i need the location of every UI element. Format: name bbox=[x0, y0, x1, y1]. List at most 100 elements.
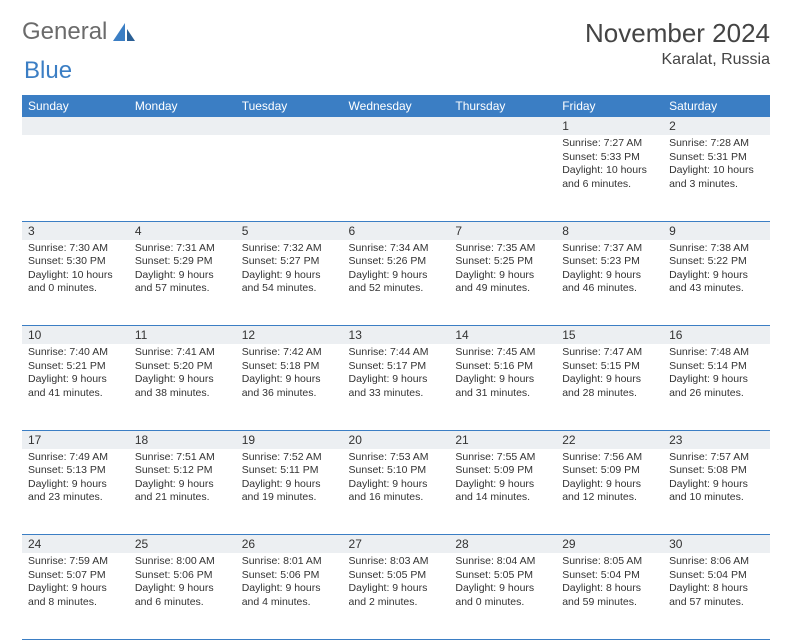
week-daynum-row: 12 bbox=[22, 117, 770, 135]
day-info: Sunrise: 7:27 AMSunset: 5:33 PMDaylight:… bbox=[556, 135, 663, 196]
day-info: Sunrise: 7:48 AMSunset: 5:14 PMDaylight:… bbox=[663, 344, 770, 405]
logo: General bbox=[22, 18, 137, 46]
day-header: Friday bbox=[556, 95, 663, 117]
calendar-table: SundayMondayTuesdayWednesdayThursdayFrid… bbox=[22, 95, 770, 640]
day-cell: Sunrise: 7:34 AMSunset: 5:26 PMDaylight:… bbox=[343, 240, 450, 326]
day-info: Sunrise: 7:32 AMSunset: 5:27 PMDaylight:… bbox=[236, 240, 343, 301]
day-header: Wednesday bbox=[343, 95, 450, 117]
day-info: Sunrise: 8:06 AMSunset: 5:04 PMDaylight:… bbox=[663, 553, 770, 614]
week-info-row: Sunrise: 7:30 AMSunset: 5:30 PMDaylight:… bbox=[22, 240, 770, 326]
day-number: 14 bbox=[449, 326, 556, 345]
day-number bbox=[343, 117, 450, 135]
day-cell: Sunrise: 7:48 AMSunset: 5:14 PMDaylight:… bbox=[663, 344, 770, 430]
day-cell: Sunrise: 7:30 AMSunset: 5:30 PMDaylight:… bbox=[22, 240, 129, 326]
day-number: 17 bbox=[22, 430, 129, 449]
day-info: Sunrise: 7:55 AMSunset: 5:09 PMDaylight:… bbox=[449, 449, 556, 510]
day-cell: Sunrise: 7:31 AMSunset: 5:29 PMDaylight:… bbox=[129, 240, 236, 326]
day-header: Monday bbox=[129, 95, 236, 117]
day-cell: Sunrise: 7:37 AMSunset: 5:23 PMDaylight:… bbox=[556, 240, 663, 326]
day-info: Sunrise: 7:45 AMSunset: 5:16 PMDaylight:… bbox=[449, 344, 556, 405]
day-cell: Sunrise: 7:28 AMSunset: 5:31 PMDaylight:… bbox=[663, 135, 770, 221]
day-cell: Sunrise: 7:47 AMSunset: 5:15 PMDaylight:… bbox=[556, 344, 663, 430]
day-cell: Sunrise: 7:59 AMSunset: 5:07 PMDaylight:… bbox=[22, 553, 129, 639]
day-number: 4 bbox=[129, 221, 236, 240]
day-header-row: SundayMondayTuesdayWednesdayThursdayFrid… bbox=[22, 95, 770, 117]
logo-text-2: Blue bbox=[24, 57, 72, 84]
day-info: Sunrise: 7:28 AMSunset: 5:31 PMDaylight:… bbox=[663, 135, 770, 196]
day-info: Sunrise: 7:42 AMSunset: 5:18 PMDaylight:… bbox=[236, 344, 343, 405]
day-number: 11 bbox=[129, 326, 236, 345]
week-info-row: Sunrise: 7:27 AMSunset: 5:33 PMDaylight:… bbox=[22, 135, 770, 221]
day-cell: Sunrise: 7:56 AMSunset: 5:09 PMDaylight:… bbox=[556, 449, 663, 535]
day-cell: Sunrise: 7:53 AMSunset: 5:10 PMDaylight:… bbox=[343, 449, 450, 535]
day-number: 27 bbox=[343, 535, 450, 554]
day-cell bbox=[449, 135, 556, 221]
week-info-row: Sunrise: 7:59 AMSunset: 5:07 PMDaylight:… bbox=[22, 553, 770, 639]
week-info-row: Sunrise: 7:40 AMSunset: 5:21 PMDaylight:… bbox=[22, 344, 770, 430]
day-info: Sunrise: 7:56 AMSunset: 5:09 PMDaylight:… bbox=[556, 449, 663, 510]
day-cell: Sunrise: 7:35 AMSunset: 5:25 PMDaylight:… bbox=[449, 240, 556, 326]
day-number: 18 bbox=[129, 430, 236, 449]
day-cell: Sunrise: 7:57 AMSunset: 5:08 PMDaylight:… bbox=[663, 449, 770, 535]
day-cell bbox=[22, 135, 129, 221]
day-info: Sunrise: 8:01 AMSunset: 5:06 PMDaylight:… bbox=[236, 553, 343, 614]
day-info: Sunrise: 7:52 AMSunset: 5:11 PMDaylight:… bbox=[236, 449, 343, 510]
day-info: Sunrise: 8:04 AMSunset: 5:05 PMDaylight:… bbox=[449, 553, 556, 614]
location-label: Karalat, Russia bbox=[585, 51, 770, 69]
day-number: 2 bbox=[663, 117, 770, 135]
day-number bbox=[236, 117, 343, 135]
day-cell: Sunrise: 7:55 AMSunset: 5:09 PMDaylight:… bbox=[449, 449, 556, 535]
day-info: Sunrise: 8:00 AMSunset: 5:06 PMDaylight:… bbox=[129, 553, 236, 614]
day-number: 30 bbox=[663, 535, 770, 554]
day-cell: Sunrise: 7:32 AMSunset: 5:27 PMDaylight:… bbox=[236, 240, 343, 326]
day-number: 5 bbox=[236, 221, 343, 240]
day-info: Sunrise: 7:31 AMSunset: 5:29 PMDaylight:… bbox=[129, 240, 236, 301]
day-cell: Sunrise: 7:40 AMSunset: 5:21 PMDaylight:… bbox=[22, 344, 129, 430]
day-number: 20 bbox=[343, 430, 450, 449]
day-number: 7 bbox=[449, 221, 556, 240]
day-info: Sunrise: 7:57 AMSunset: 5:08 PMDaylight:… bbox=[663, 449, 770, 510]
day-info: Sunrise: 7:49 AMSunset: 5:13 PMDaylight:… bbox=[22, 449, 129, 510]
day-number: 8 bbox=[556, 221, 663, 240]
month-title: November 2024 bbox=[585, 18, 770, 49]
day-cell: Sunrise: 7:41 AMSunset: 5:20 PMDaylight:… bbox=[129, 344, 236, 430]
day-info: Sunrise: 7:41 AMSunset: 5:20 PMDaylight:… bbox=[129, 344, 236, 405]
day-number bbox=[129, 117, 236, 135]
week-daynum-row: 17181920212223 bbox=[22, 430, 770, 449]
day-number: 16 bbox=[663, 326, 770, 345]
day-number: 12 bbox=[236, 326, 343, 345]
day-info: Sunrise: 7:51 AMSunset: 5:12 PMDaylight:… bbox=[129, 449, 236, 510]
day-info: Sunrise: 7:35 AMSunset: 5:25 PMDaylight:… bbox=[449, 240, 556, 301]
day-info: Sunrise: 7:38 AMSunset: 5:22 PMDaylight:… bbox=[663, 240, 770, 301]
logo-sail-icon bbox=[111, 21, 137, 43]
day-cell bbox=[236, 135, 343, 221]
day-cell bbox=[343, 135, 450, 221]
week-daynum-row: 3456789 bbox=[22, 221, 770, 240]
day-number: 10 bbox=[22, 326, 129, 345]
day-cell: Sunrise: 8:06 AMSunset: 5:04 PMDaylight:… bbox=[663, 553, 770, 639]
week-info-row: Sunrise: 7:49 AMSunset: 5:13 PMDaylight:… bbox=[22, 449, 770, 535]
day-number bbox=[449, 117, 556, 135]
day-number: 9 bbox=[663, 221, 770, 240]
day-cell: Sunrise: 7:52 AMSunset: 5:11 PMDaylight:… bbox=[236, 449, 343, 535]
day-number: 1 bbox=[556, 117, 663, 135]
calendar-body: 12Sunrise: 7:27 AMSunset: 5:33 PMDayligh… bbox=[22, 117, 770, 639]
week-daynum-row: 24252627282930 bbox=[22, 535, 770, 554]
day-cell: Sunrise: 7:45 AMSunset: 5:16 PMDaylight:… bbox=[449, 344, 556, 430]
logo-text-1: General bbox=[22, 18, 107, 46]
day-number: 26 bbox=[236, 535, 343, 554]
day-info: Sunrise: 7:47 AMSunset: 5:15 PMDaylight:… bbox=[556, 344, 663, 405]
day-cell: Sunrise: 7:51 AMSunset: 5:12 PMDaylight:… bbox=[129, 449, 236, 535]
day-cell bbox=[129, 135, 236, 221]
day-number: 19 bbox=[236, 430, 343, 449]
day-info: Sunrise: 8:05 AMSunset: 5:04 PMDaylight:… bbox=[556, 553, 663, 614]
day-number: 24 bbox=[22, 535, 129, 554]
day-number: 29 bbox=[556, 535, 663, 554]
day-cell: Sunrise: 7:27 AMSunset: 5:33 PMDaylight:… bbox=[556, 135, 663, 221]
day-number: 21 bbox=[449, 430, 556, 449]
day-cell: Sunrise: 7:42 AMSunset: 5:18 PMDaylight:… bbox=[236, 344, 343, 430]
day-header: Saturday bbox=[663, 95, 770, 117]
day-info: Sunrise: 7:30 AMSunset: 5:30 PMDaylight:… bbox=[22, 240, 129, 301]
day-cell: Sunrise: 8:00 AMSunset: 5:06 PMDaylight:… bbox=[129, 553, 236, 639]
day-number: 22 bbox=[556, 430, 663, 449]
